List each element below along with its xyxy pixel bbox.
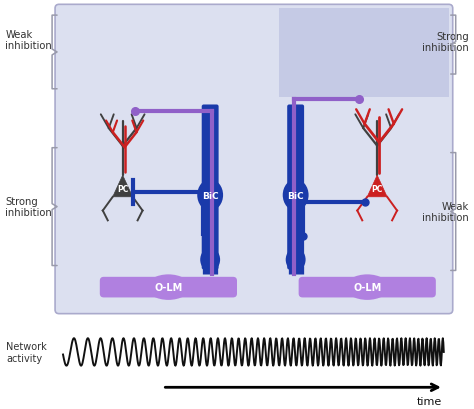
FancyBboxPatch shape <box>287 105 304 270</box>
Text: BiC: BiC <box>202 191 219 200</box>
FancyBboxPatch shape <box>299 277 436 298</box>
Text: Weak
inhibition: Weak inhibition <box>5 30 52 52</box>
Text: O-LM: O-LM <box>154 283 182 292</box>
Text: O-LM: O-LM <box>353 283 382 292</box>
Text: PC: PC <box>117 184 128 193</box>
Text: PC: PC <box>372 184 383 193</box>
Polygon shape <box>367 176 387 197</box>
Text: time: time <box>417 396 442 406</box>
FancyBboxPatch shape <box>202 105 219 270</box>
FancyBboxPatch shape <box>100 277 237 298</box>
Ellipse shape <box>283 180 309 211</box>
Ellipse shape <box>346 275 389 300</box>
Text: Strong
inhibition: Strong inhibition <box>5 196 52 218</box>
Text: Weak
inhibition: Weak inhibition <box>422 201 469 223</box>
Ellipse shape <box>146 275 190 300</box>
Ellipse shape <box>197 180 223 211</box>
Text: Strong
inhibition: Strong inhibition <box>422 32 469 53</box>
Polygon shape <box>113 176 133 197</box>
FancyBboxPatch shape <box>55 5 453 314</box>
Ellipse shape <box>200 248 220 272</box>
Ellipse shape <box>286 248 306 272</box>
Text: BiC: BiC <box>287 191 304 200</box>
FancyBboxPatch shape <box>279 9 449 97</box>
Text: Network
activity: Network activity <box>6 341 47 363</box>
